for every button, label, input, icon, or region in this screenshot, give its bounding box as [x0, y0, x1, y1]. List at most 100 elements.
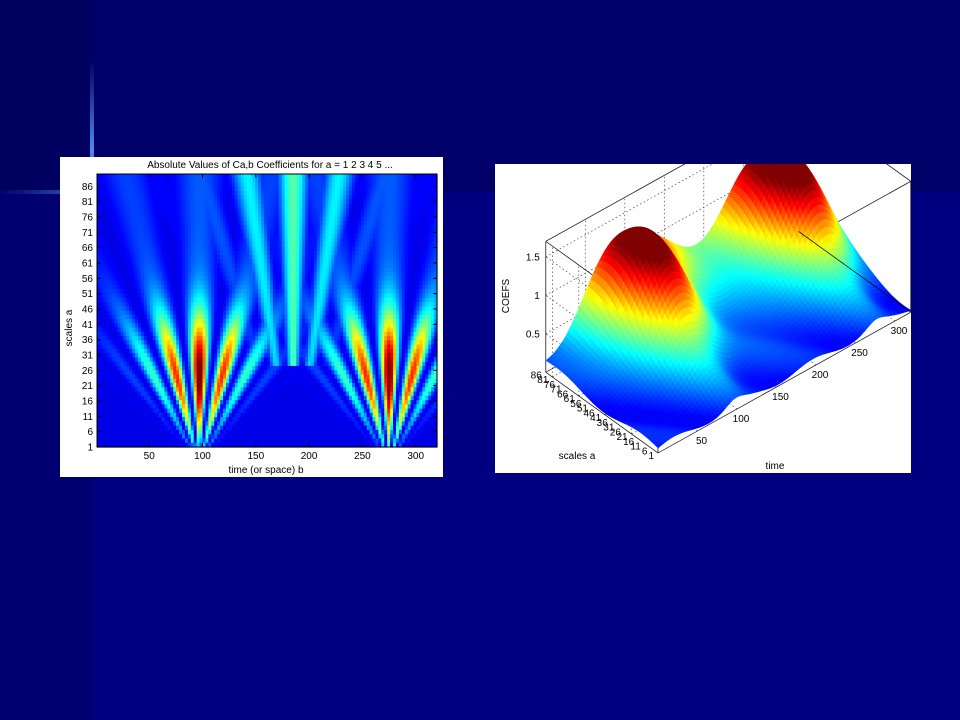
heatmap-cell	[138, 297, 142, 303]
heatmap-cell	[331, 336, 336, 341]
heatmap-cell	[176, 310, 180, 316]
heatmap-cell	[372, 267, 377, 273]
heatmap-cell	[398, 314, 403, 320]
heatmap-cell	[278, 310, 283, 316]
heatmap-cell	[252, 289, 256, 295]
heatmap-cell	[410, 348, 415, 354]
heatmap-cell	[272, 250, 277, 256]
heatmap-cell	[129, 284, 133, 290]
heatmap-cell	[179, 314, 183, 320]
heatmap-cell	[398, 182, 403, 188]
heatmap-cell	[278, 331, 283, 337]
heatmap-cell	[296, 310, 300, 316]
heatmap-cell	[152, 250, 157, 256]
heatmap-cell	[360, 314, 365, 320]
heatmap-cell	[281, 306, 286, 312]
heatmap-cell	[158, 191, 163, 196]
heatmap-cell	[422, 336, 426, 341]
heatmap-cell	[264, 182, 268, 188]
heatmap-cell	[152, 229, 157, 235]
heatmap-cell	[237, 276, 242, 282]
heatmap-cell	[305, 267, 309, 273]
heatmap-cell	[352, 186, 356, 192]
heatmap-cell	[346, 272, 350, 277]
heatmap-cell	[164, 259, 168, 265]
heatmap-cell	[378, 280, 382, 286]
heatmap-cell	[387, 331, 391, 337]
heatmap-cell	[284, 259, 289, 265]
heatmap-cell	[372, 280, 377, 286]
heatmap-cell	[293, 323, 297, 329]
heatmap-cell	[384, 259, 388, 265]
heatmap-cell	[416, 284, 421, 290]
heatmap-cell	[237, 246, 242, 252]
heatmap-cell	[425, 233, 429, 239]
heatmap-cell	[120, 327, 124, 333]
heatmap-cell	[190, 195, 195, 201]
heatmap-cell	[366, 331, 371, 337]
heatmap-cell	[135, 203, 139, 209]
heatmap-cell	[325, 272, 330, 277]
heatmap-cell	[407, 280, 412, 286]
heatmap-cell	[234, 306, 239, 312]
heatmap-cell	[223, 195, 227, 201]
heatmap-cell	[217, 319, 221, 324]
heatmap-cell	[428, 314, 432, 320]
heatmap-cell	[340, 195, 344, 201]
heatmap-cell	[319, 280, 324, 286]
heatmap-cell	[117, 272, 122, 277]
heatmap-cell	[108, 246, 113, 252]
heatmap-cell	[146, 182, 151, 188]
heatmap-cell	[390, 237, 394, 243]
heatmap-cell	[111, 348, 116, 354]
heatmap-cell	[129, 174, 133, 179]
heatmap-cell	[120, 255, 124, 260]
heatmap-cell	[422, 250, 426, 256]
heatmap-cell	[416, 340, 421, 346]
heatmap-cell	[422, 225, 426, 231]
heatmap-cell	[299, 220, 303, 226]
heatmap-cell	[369, 186, 374, 192]
heatmap-cell	[390, 208, 394, 213]
heatmap-cell	[258, 242, 262, 248]
heatmap-cell	[293, 344, 297, 350]
heatmap-cell	[164, 216, 168, 222]
heatmap-cell	[237, 280, 242, 286]
heatmap-cell	[223, 272, 227, 277]
heatmap-cell	[310, 272, 315, 277]
heatmap-cell	[413, 344, 418, 350]
heatmap-cell	[108, 174, 113, 179]
heatmap-cell	[152, 310, 157, 316]
heatmap-cell	[249, 199, 253, 205]
heatmap-cell	[381, 280, 385, 286]
heatmap-cell	[126, 267, 130, 273]
heatmap-cell	[325, 340, 330, 346]
heatmap-cell	[398, 178, 403, 184]
heatmap-cell	[211, 178, 215, 184]
heatmap-cell	[143, 216, 148, 222]
heatmap-cell	[328, 310, 333, 316]
heatmap-cell	[305, 263, 309, 269]
heatmap-cell	[237, 344, 242, 350]
heatmap-cell	[164, 289, 168, 295]
heatmap-cell	[375, 319, 379, 324]
heatmap-cell	[416, 195, 421, 201]
heatmap-cell	[231, 246, 236, 252]
heatmap-cell	[378, 348, 382, 354]
heatmap-cell	[363, 310, 368, 316]
heatmap-cell	[325, 336, 330, 341]
heatmap-cell	[193, 216, 198, 222]
heatmap-cell	[243, 310, 248, 316]
heatmap-cell	[357, 199, 362, 205]
heatmap-cell	[308, 216, 312, 222]
heatmap-cell	[275, 199, 280, 205]
heatmap-cell	[346, 203, 350, 209]
heatmap-cell	[117, 301, 122, 307]
heatmap-cell	[132, 225, 136, 231]
heatmap-cell	[357, 174, 362, 179]
heatmap-cell	[187, 229, 192, 235]
heatmap-cell	[293, 229, 297, 235]
heatmap-cell	[343, 323, 347, 329]
heatmap-cell	[126, 344, 130, 350]
heatmap-cell	[99, 353, 104, 359]
